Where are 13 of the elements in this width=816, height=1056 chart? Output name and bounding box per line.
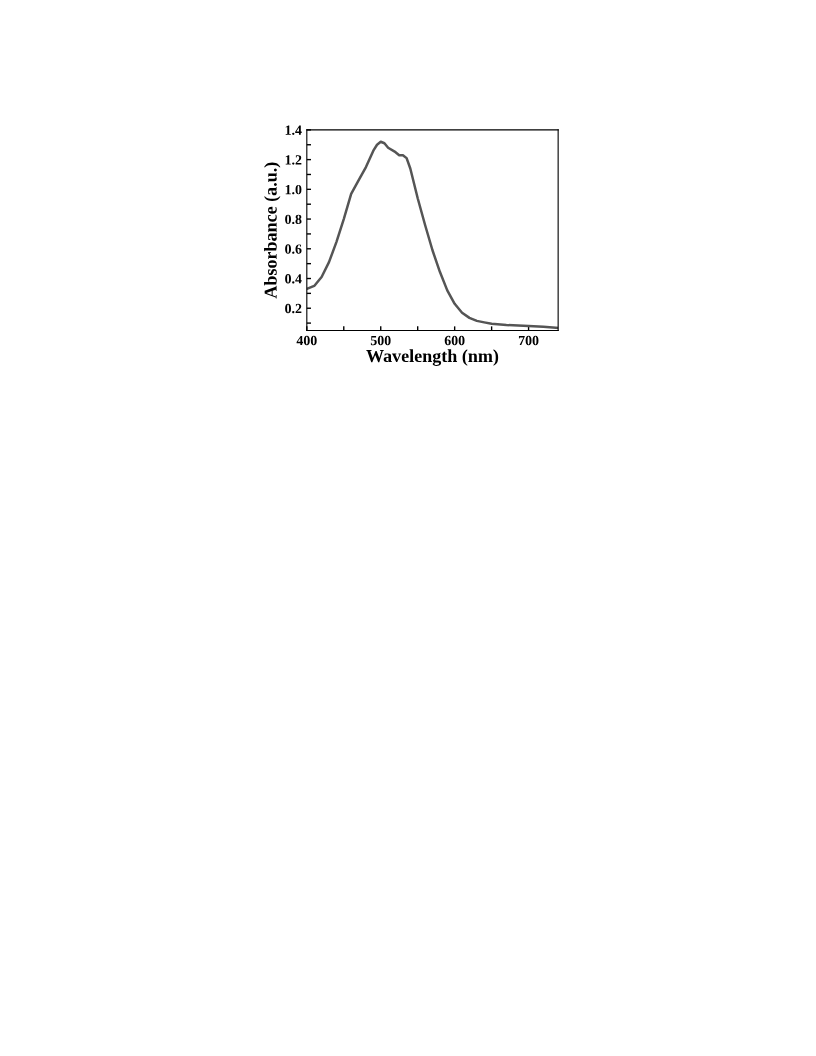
y-tick-label: 1.2 [285, 155, 302, 165]
x-tick-label: 700 [518, 335, 539, 346]
y-axis-title: Absorbance (a.u.) [264, 162, 281, 299]
y-tick-label: 1.0 [285, 184, 302, 195]
x-tick-label: 400 [296, 335, 317, 346]
x-axis-title: Wavelength (nm) [366, 349, 499, 366]
x-tick-label: 500 [370, 335, 391, 346]
y-tick-label: 1.4 [285, 125, 302, 135]
x-tick-label: 600 [444, 335, 465, 346]
y-tick-label: 0.2 [285, 303, 302, 314]
y-tick-label: 0.6 [285, 244, 302, 254]
y-tick-label: 0.4 [285, 274, 302, 284]
y-tick-label: 0.8 [285, 214, 302, 225]
